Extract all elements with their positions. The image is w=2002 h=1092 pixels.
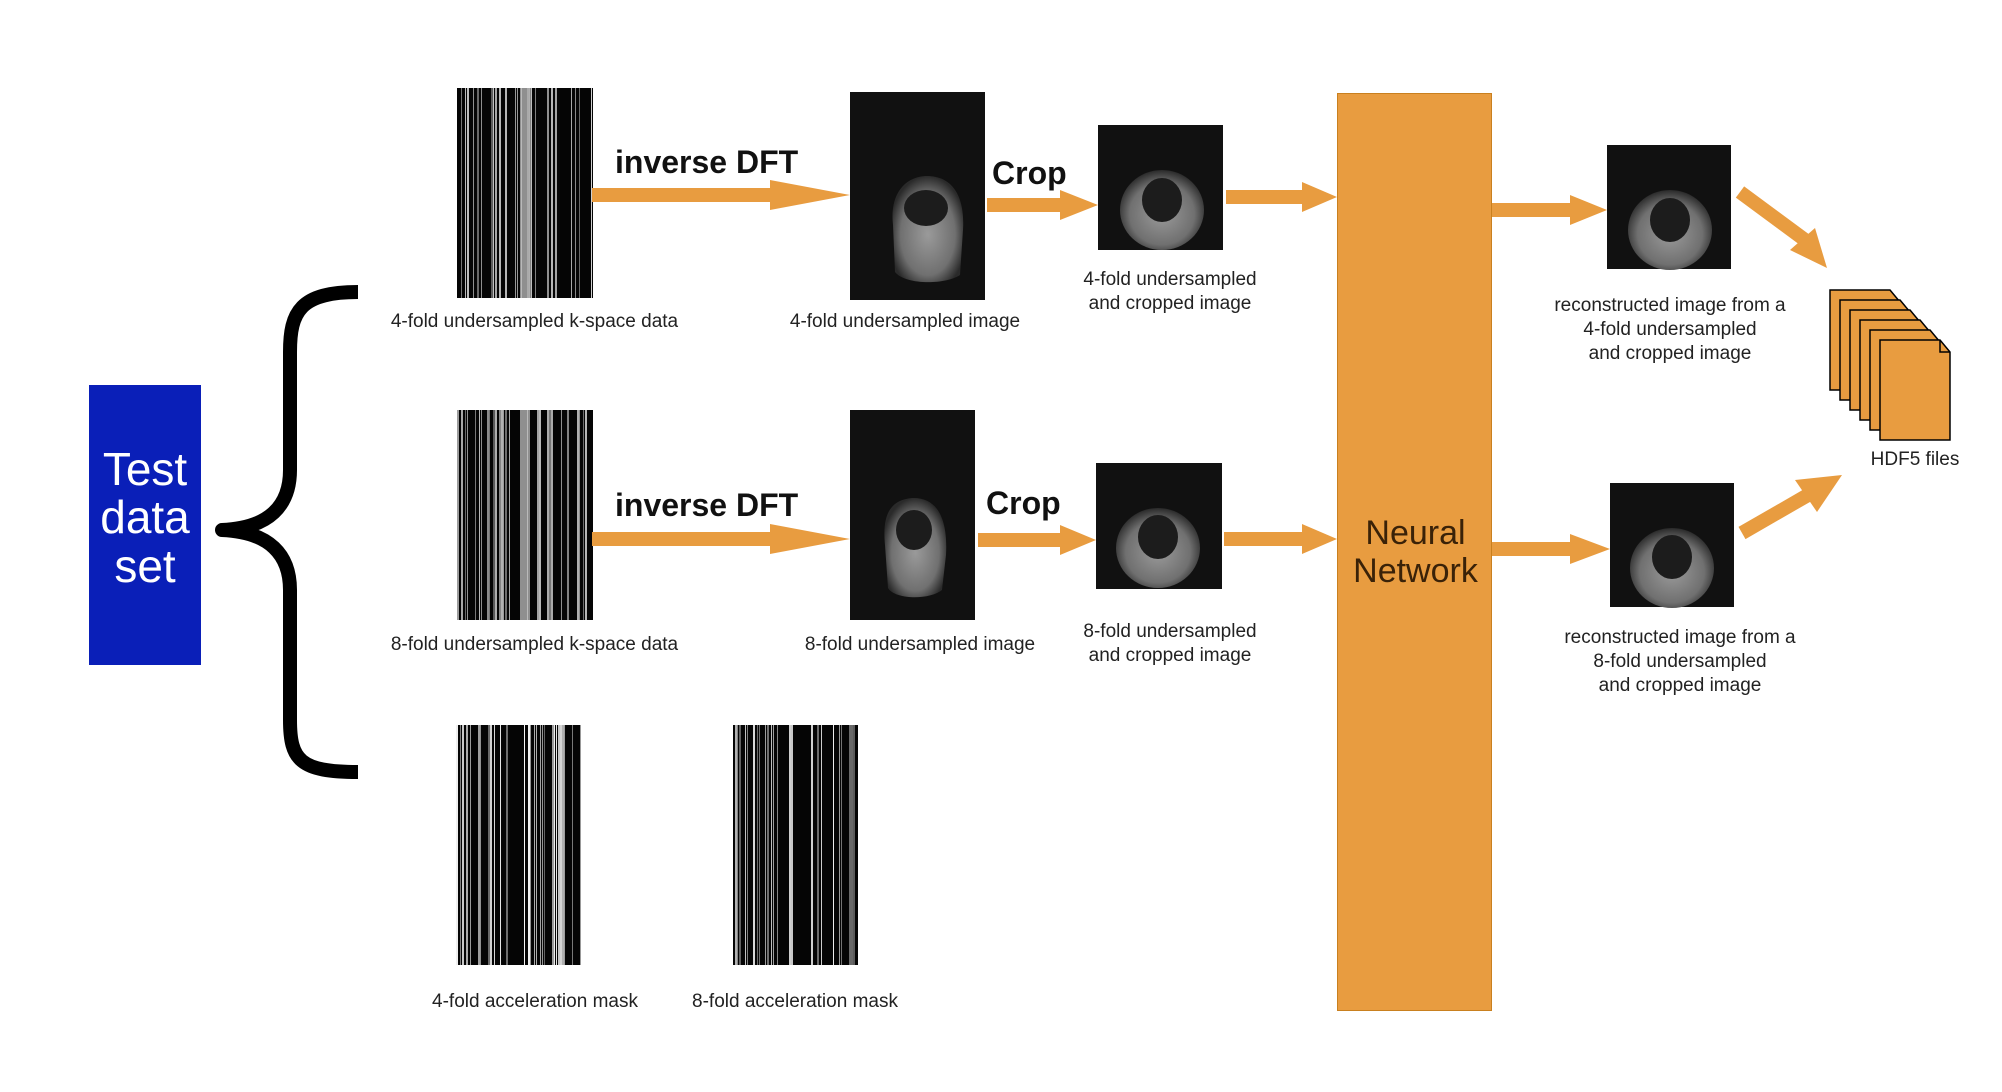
reconstructed-image-4fold — [1607, 145, 1731, 270]
arrow-to-network-4fold — [1226, 182, 1337, 212]
kspace-8fold-image — [457, 410, 593, 620]
neural-network-box: Neural Network — [1337, 93, 1492, 1011]
inverse-dft-label-bottom: inverse DFT — [615, 487, 799, 523]
undersampled-image-4fold — [850, 92, 985, 300]
mask-4fold-image — [456, 725, 581, 965]
crop-label-top: Crop — [992, 155, 1067, 191]
arrow-to-network-8fold — [1224, 524, 1337, 554]
flow-arrows — [592, 180, 1842, 564]
hdf5-files-caption: HDF5 files — [1870, 449, 1960, 470]
cropped-8fold-caption: 8-fold undersampled and cropped image — [1083, 621, 1257, 666]
arrow-inverse-dft-8fold — [592, 524, 850, 554]
arrow-inverse-dft-4fold — [592, 180, 850, 210]
image-4fold-caption: 4-fold undersampled image — [789, 311, 1021, 332]
undersampled-image-8fold — [850, 410, 975, 620]
crop-label-bottom: Crop — [986, 485, 1061, 521]
test-data-set-label: Test data set — [100, 443, 190, 592]
arrow-to-files-top — [1735, 186, 1827, 268]
image-8fold-caption: 8-fold undersampled image — [804, 634, 1036, 655]
recon-4fold-caption: reconstructed image from a 4-fold unders… — [1554, 295, 1786, 364]
stacked-files-icon — [1829, 289, 1951, 441]
arrow-crop-8fold — [978, 525, 1096, 555]
inverse-dft-label-top: inverse DFT — [615, 144, 799, 180]
test-data-set-box: Test data set — [89, 385, 201, 665]
arrow-crop-4fold — [987, 190, 1098, 220]
recon-8fold-caption: reconstructed image from a 8-fold unders… — [1564, 627, 1796, 696]
mask-8fold-caption: 8-fold acceleration mask — [692, 991, 898, 1012]
curly-brace-icon — [215, 285, 359, 779]
cropped-image-8fold — [1096, 463, 1222, 589]
kspace-4fold-caption: 4-fold undersampled k-space data — [390, 311, 679, 332]
kspace-4fold-image — [457, 88, 593, 298]
arrow-from-network-4fold — [1492, 195, 1607, 225]
cropped-image-4fold — [1098, 125, 1223, 250]
arrow-to-files-bottom — [1738, 475, 1842, 540]
reconstructed-image-8fold — [1610, 483, 1734, 608]
cropped-4fold-caption: 4-fold undersampled and cropped image — [1083, 269, 1257, 314]
mask-4fold-caption: 4-fold acceleration mask — [432, 991, 638, 1012]
kspace-8fold-caption: 8-fold undersampled k-space data — [390, 634, 679, 655]
neural-network-label: Neural Network — [1353, 514, 1478, 591]
mask-8fold-image — [733, 725, 858, 965]
arrow-from-network-8fold — [1492, 534, 1610, 564]
